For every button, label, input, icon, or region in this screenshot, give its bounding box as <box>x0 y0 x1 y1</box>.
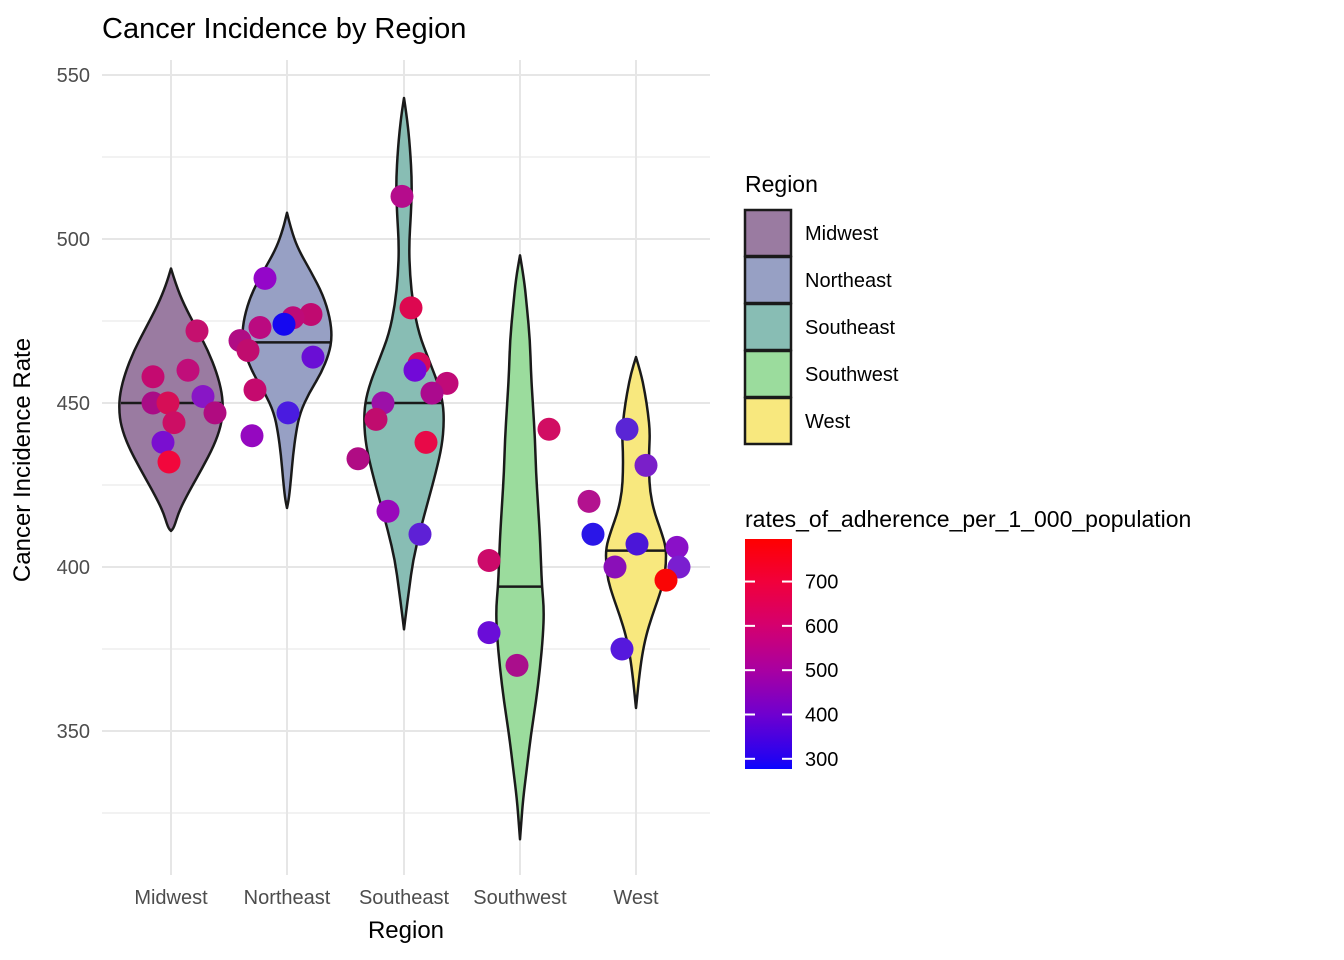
x-tick-label: West <box>613 887 659 909</box>
chart-title: Cancer Incidence by Region <box>102 13 466 45</box>
colorbar-tick-label: 600 <box>805 616 838 638</box>
data-point <box>185 319 209 343</box>
data-point <box>157 450 181 474</box>
data-point <box>162 411 186 435</box>
legend-swatch <box>743 208 793 258</box>
data-point <box>654 568 678 592</box>
data-point <box>236 339 260 363</box>
y-axis-title: Cancer Incidence Rate <box>9 338 36 582</box>
data-point <box>301 345 325 369</box>
data-point <box>272 312 296 336</box>
violin-southwest <box>495 254 545 841</box>
colorbar-gradient <box>745 539 792 769</box>
data-point <box>577 489 601 513</box>
data-point <box>537 417 561 441</box>
x-axis-tick-labels: Midwest Northeast Southeast Southwest West <box>134 887 659 909</box>
colorbar-tick-label: 300 <box>805 749 838 771</box>
jitter-points <box>141 184 691 677</box>
colorbar-tick-label: 500 <box>805 660 838 682</box>
violin-shapes <box>118 96 668 841</box>
violin-southeast <box>363 96 445 631</box>
data-point <box>414 430 438 454</box>
legend-swatch <box>743 349 793 399</box>
data-point <box>176 358 200 382</box>
data-point <box>346 447 370 471</box>
legend-label: Midwest <box>805 223 879 245</box>
data-point <box>403 358 427 382</box>
x-tick-label: Midwest <box>134 887 208 909</box>
data-point <box>299 302 323 326</box>
x-axis-title: Region <box>368 917 444 944</box>
x-tick-label: Northeast <box>244 887 331 909</box>
data-point <box>615 417 639 441</box>
data-point <box>248 316 272 340</box>
legend-label: Southeast <box>805 317 896 339</box>
data-point <box>399 296 423 320</box>
legend-label: West <box>805 411 851 433</box>
y-tick-label: 350 <box>57 721 90 743</box>
data-point <box>477 548 501 572</box>
data-point <box>477 621 501 645</box>
data-point <box>151 430 175 454</box>
x-tick-label: Southwest <box>473 887 567 909</box>
legend-swatch <box>743 255 793 305</box>
data-point <box>191 384 215 408</box>
data-point <box>625 532 649 556</box>
data-point <box>156 391 180 415</box>
data-point <box>243 378 267 402</box>
data-point <box>505 653 529 677</box>
legend-region-title: Region <box>745 171 818 197</box>
y-tick-label: 450 <box>57 393 90 415</box>
legend-colorbar-title: rates_of_adherence_per_1_000_population <box>745 506 1191 532</box>
x-tick-label: Southeast <box>359 887 450 909</box>
data-point <box>364 407 388 431</box>
y-axis-tick-labels: 550 500 450 400 350 <box>57 65 90 743</box>
data-point <box>276 401 300 425</box>
data-point <box>665 535 689 559</box>
colorbar-tick-label: 700 <box>805 572 838 594</box>
legend-swatch <box>743 396 793 446</box>
legend-colorbar: rates_of_adherence_per_1_000_population … <box>745 506 1191 771</box>
y-tick-label: 500 <box>57 229 90 251</box>
legend-swatch <box>743 302 793 352</box>
colorbar-tick-label: 400 <box>805 704 838 726</box>
data-point <box>408 522 432 546</box>
legend-region: Region Midwest Northeast Southeast Southwes… <box>743 171 899 446</box>
legend-label: Northeast <box>805 270 892 292</box>
data-point <box>253 266 277 290</box>
data-point <box>390 184 414 208</box>
data-point <box>203 401 227 425</box>
data-point <box>240 424 264 448</box>
data-point <box>141 365 165 389</box>
data-point <box>634 453 658 477</box>
y-tick-label: 400 <box>57 557 90 579</box>
data-point <box>603 555 627 579</box>
data-point <box>376 499 400 523</box>
data-point <box>610 637 634 661</box>
data-point <box>581 522 605 546</box>
violin-west <box>604 355 668 710</box>
y-tick-label: 550 <box>57 65 90 87</box>
data-point <box>420 381 444 405</box>
legend-label: Southwest <box>805 364 899 386</box>
